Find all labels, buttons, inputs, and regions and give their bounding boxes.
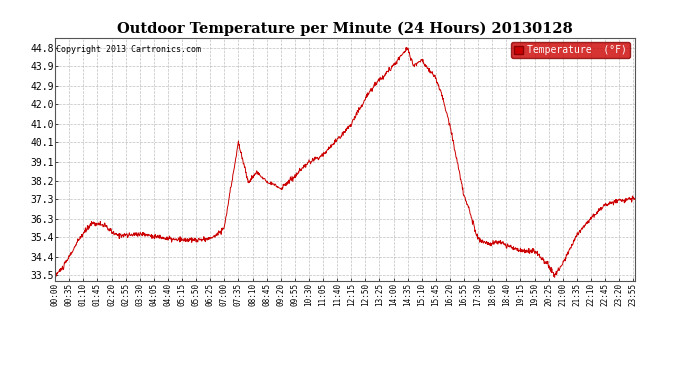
- Title: Outdoor Temperature per Minute (24 Hours) 20130128: Outdoor Temperature per Minute (24 Hours…: [117, 22, 573, 36]
- Legend: Temperature  (°F): Temperature (°F): [511, 42, 630, 58]
- Text: Copyright 2013 Cartronics.com: Copyright 2013 Cartronics.com: [56, 45, 201, 54]
